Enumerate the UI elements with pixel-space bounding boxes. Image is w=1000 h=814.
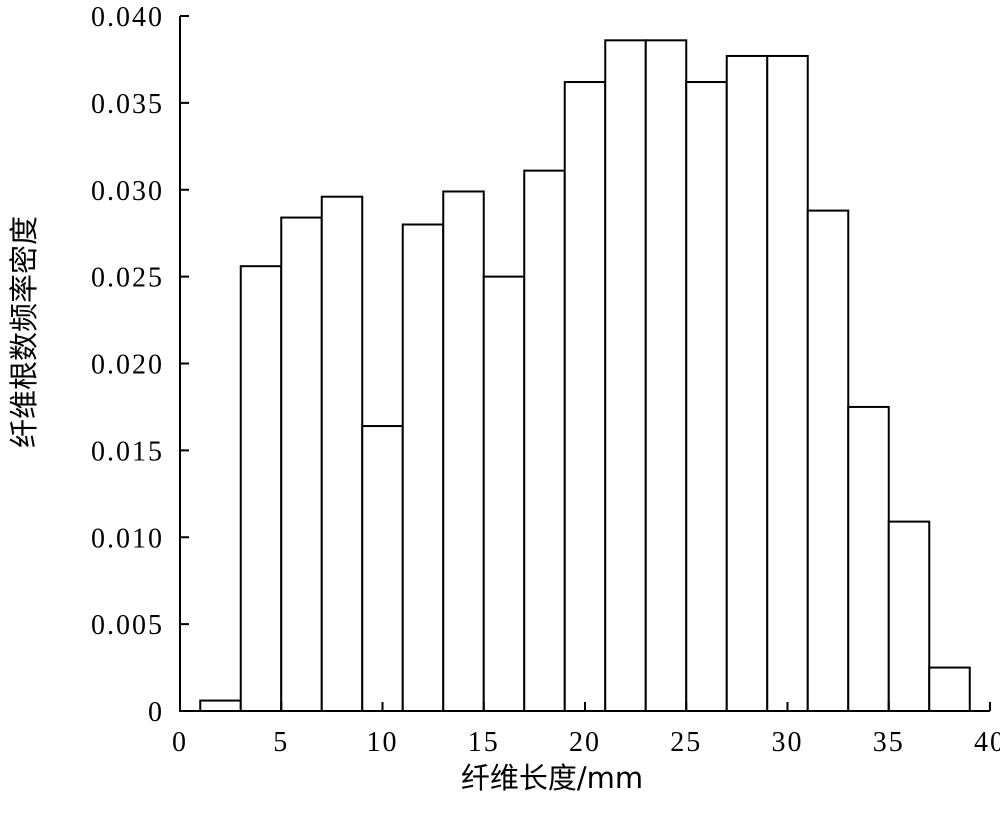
y-tick-label-2: 0.010 [91, 523, 164, 554]
y-tick-label-4: 0.020 [91, 350, 164, 381]
histogram-bar-3 [320, 195, 364, 712]
y-tick-labels: 0 0.005 0.010 0.015 0.020 0.025 0.030 0.035 0.04… [91, 2, 164, 728]
x-tick-label-0: 0 [172, 727, 188, 758]
axes-frame [179, 16, 990, 712]
histogram-bar-2 [280, 216, 323, 713]
x-tick-label-5: 25 [670, 727, 702, 758]
histogram-bar-5 [401, 223, 445, 712]
y-tick-label-3: 0.015 [91, 436, 164, 467]
ticks-group [179, 15, 991, 712]
x-tick-label-2: 10 [367, 727, 399, 758]
x-tick-label-7: 35 [873, 727, 905, 758]
histogram-bar-18 [928, 666, 971, 712]
histogram-bar-7 [482, 275, 526, 712]
histogram-bar-1 [239, 265, 283, 712]
histogram-bar-9 [563, 81, 607, 712]
histogram-bar-6 [442, 190, 485, 713]
histogram-bar-10 [604, 39, 647, 712]
y-axis-title: 纤维根数频率密度 [7, 216, 41, 448]
y-tick-label-5: 0.025 [91, 263, 164, 294]
y-tick-label-1: 0.005 [91, 610, 164, 641]
histogram-bar-4 [361, 425, 404, 712]
histogram-bar-13 [725, 54, 769, 712]
histogram-bar-14 [766, 54, 809, 712]
x-tick-label-4: 20 [569, 727, 601, 758]
histogram-bar-16 [847, 405, 890, 712]
y-tick-label-0: 0 [148, 697, 164, 728]
y-tick-label-8: 0.040 [91, 2, 164, 33]
histogram-bar-8 [523, 169, 566, 712]
y-tick-label-6: 0.030 [91, 176, 164, 207]
x-axis-title: 纤维长度/mm [461, 761, 643, 795]
bars-group [199, 39, 971, 713]
x-tick-label-6: 30 [772, 727, 804, 758]
x-tick-label-8: 40 [974, 727, 1000, 758]
histogram-bar-0 [199, 699, 242, 713]
y-tick-label-7: 0.035 [91, 89, 164, 120]
x-tick-label-1: 5 [273, 727, 289, 758]
x-tick-label-3: 15 [468, 727, 500, 758]
x-tick-labels: 0 5 10 15 20 25 30 35 40 [172, 727, 1000, 758]
histogram-bar-17 [887, 520, 931, 712]
histogram-bar-15 [806, 209, 850, 712]
histogram-bar-12 [685, 81, 728, 712]
histogram-bar-11 [644, 39, 688, 712]
